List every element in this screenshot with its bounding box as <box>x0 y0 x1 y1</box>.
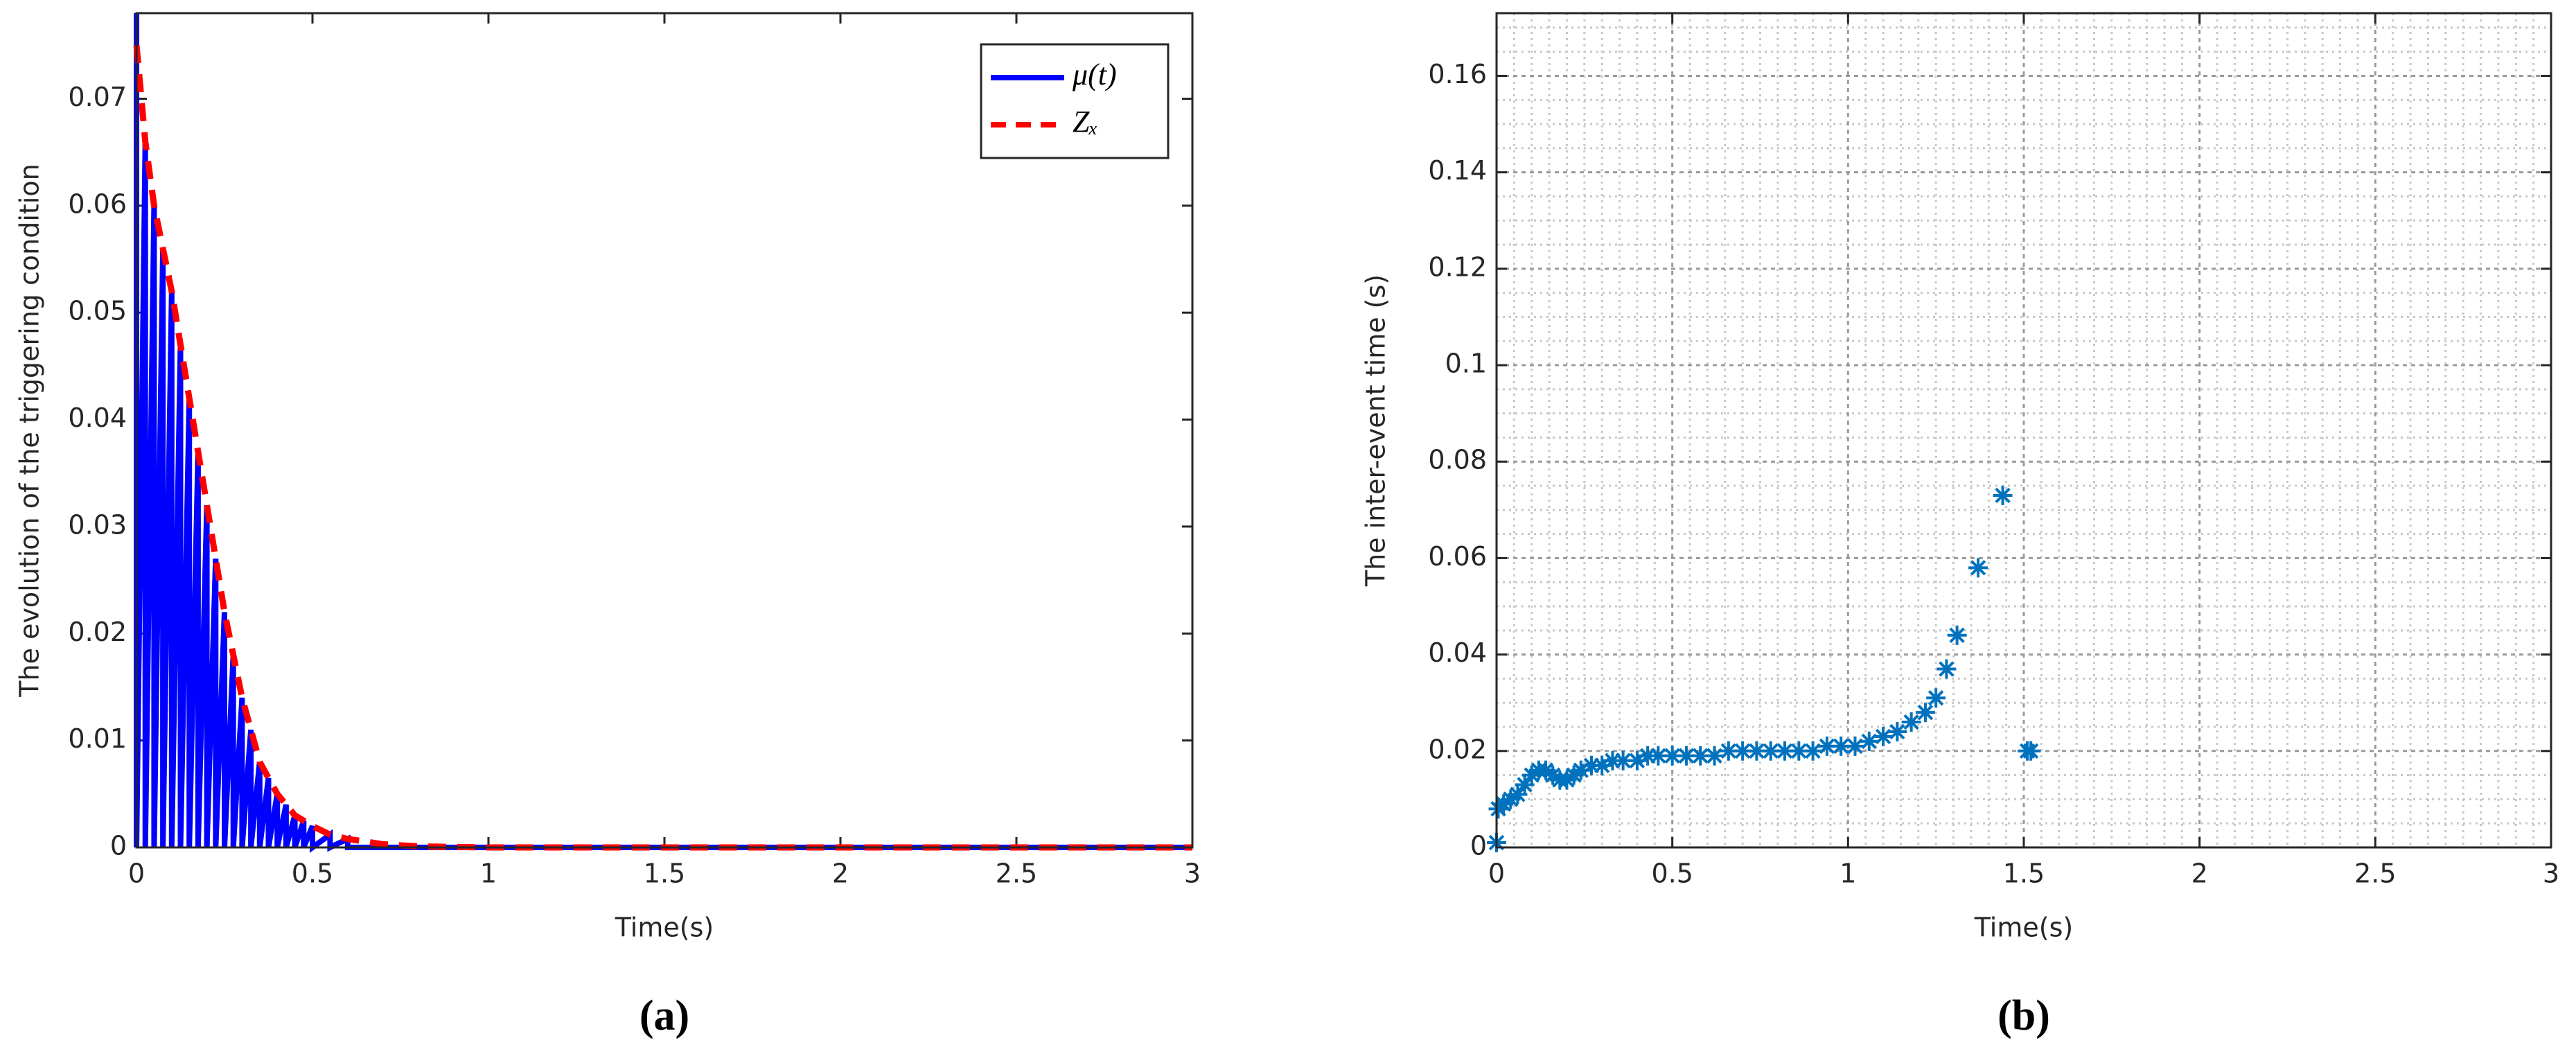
x-tick-label: 1 <box>1840 859 1856 889</box>
point <box>1536 760 1556 780</box>
legend-label: Zₓ <box>1073 105 1098 139</box>
x-tick-label: 2 <box>2191 859 2208 889</box>
axes-box <box>135 12 1194 849</box>
x-tick-label: 1.5 <box>2003 859 2045 889</box>
y-tick-label: 0.04 <box>1428 637 1487 668</box>
y-tick-label: 0.03 <box>68 509 127 540</box>
chart: 0 0.5 1 1.5 2 2.5 3 0 0.02 0.04 0.06 0.08 0.1 0.12 0.1… <box>1361 12 2559 1039</box>
y-tick-label: 0.05 <box>68 296 127 326</box>
x-tick-label: 2 <box>832 859 849 889</box>
point <box>1521 765 1542 785</box>
legend-label: μ(t) <box>1072 58 1117 91</box>
point <box>1968 558 1988 578</box>
point <box>1613 750 1633 771</box>
x-axis-label: Time(s) <box>615 913 714 943</box>
point <box>1627 750 1647 771</box>
point <box>1638 746 1658 766</box>
y-tick-label: 0.06 <box>68 188 127 219</box>
point <box>1557 770 1577 790</box>
x-tick-label: 3 <box>1184 859 1201 889</box>
x-tick-label: 0.5 <box>1651 859 1693 889</box>
legend-box <box>980 43 1170 159</box>
y-tick-label: 0 <box>1470 831 1487 861</box>
y-tick-label: 0.12 <box>1428 252 1487 282</box>
point <box>1691 746 1711 766</box>
y-tick-label: 0.1 <box>1445 349 1487 379</box>
point <box>1564 765 1584 785</box>
y-tick-label: 0.02 <box>1428 734 1487 764</box>
point <box>1648 746 1668 766</box>
x-tick-label: 3 <box>2543 859 2559 889</box>
panel-label: (a) <box>639 992 689 1039</box>
y-axis-label: The evolution of the triggering conditio… <box>15 164 45 697</box>
x-axis-label: Time(s) <box>1974 913 2073 943</box>
x-tick-label: 1.5 <box>644 859 685 889</box>
point <box>1789 741 1809 761</box>
point <box>1761 741 1781 761</box>
chart: 0 0.5 1 1.5 2 2.5 3 0 0.01 0.02 0.03 0.04 0.05 0.06 0.… <box>15 12 1201 1039</box>
point <box>1831 736 1851 756</box>
y-tick-label: 0.06 <box>1428 541 1487 572</box>
y-tick-label: 0.16 <box>1428 59 1487 89</box>
point <box>1662 746 1682 766</box>
x-tick-label: 1 <box>480 859 497 889</box>
point <box>1926 688 1946 708</box>
y-tick-label: 0.04 <box>68 403 127 433</box>
point <box>1947 625 1967 645</box>
axes-box <box>1495 12 2552 849</box>
point <box>1603 750 1623 771</box>
line <box>133 44 1192 851</box>
point <box>1571 760 1591 780</box>
point <box>1775 741 1795 761</box>
x-tick-label: 2.5 <box>996 859 1037 889</box>
y-tick-label: 0.08 <box>1428 445 1487 475</box>
point <box>2021 741 2041 761</box>
point <box>1747 741 1767 761</box>
x-tick-label: 2.5 <box>2354 859 2396 889</box>
point <box>1676 746 1696 766</box>
y-tick-label: 0.07 <box>68 82 127 112</box>
y-tick-label: 0.01 <box>68 723 127 754</box>
point <box>1581 755 1601 775</box>
point <box>1845 736 1865 756</box>
point <box>1501 789 1521 809</box>
point <box>1704 746 1724 766</box>
point <box>1718 741 1738 761</box>
point <box>1937 659 1957 679</box>
point <box>1543 765 1563 785</box>
point <box>1993 485 2013 505</box>
point <box>1803 741 1823 761</box>
x-tick-label: 0.5 <box>292 859 333 889</box>
point <box>1859 731 1879 751</box>
point <box>1515 775 1535 795</box>
y-tick-label: 0.02 <box>68 617 127 647</box>
point <box>1592 755 1612 775</box>
panel-label: (b) <box>1997 992 2050 1039</box>
point <box>1508 784 1528 804</box>
x-tick-label: 0 <box>1488 859 1505 889</box>
point <box>1733 741 1753 761</box>
point <box>1901 712 1921 732</box>
y-tick-label: 0 <box>110 831 127 861</box>
y-tick-label: 0.14 <box>1428 155 1487 186</box>
x-tick-label: 0 <box>128 859 145 889</box>
point <box>1817 736 1837 756</box>
point <box>1887 721 1907 741</box>
point <box>1494 794 1514 814</box>
y-axis-label: The inter-event time (s) <box>1361 274 1391 587</box>
point <box>1915 703 1935 723</box>
point <box>1873 726 1894 746</box>
